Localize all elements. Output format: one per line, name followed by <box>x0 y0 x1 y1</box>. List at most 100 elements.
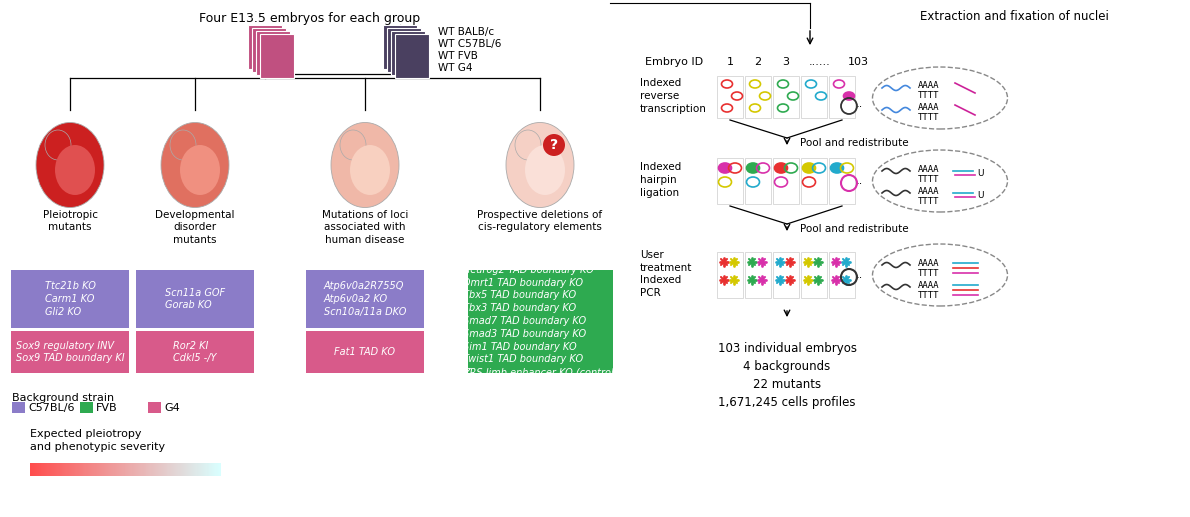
Bar <box>136 270 253 328</box>
Bar <box>306 331 424 373</box>
Ellipse shape <box>844 92 854 100</box>
Bar <box>96 463 98 476</box>
Bar <box>170 463 171 476</box>
Bar <box>155 463 157 476</box>
Bar <box>81 463 82 476</box>
Ellipse shape <box>525 145 565 195</box>
Text: TTTT: TTTT <box>917 114 939 123</box>
Bar <box>109 463 111 476</box>
Bar <box>144 463 146 476</box>
Bar <box>92 463 93 476</box>
Bar <box>104 463 105 476</box>
Text: Developmental
disorder
mutants: Developmental disorder mutants <box>155 210 234 245</box>
Text: WT C57BL/6: WT C57BL/6 <box>438 39 501 49</box>
Bar <box>71 463 73 476</box>
Bar <box>212 463 214 476</box>
Bar <box>217 463 219 476</box>
Bar <box>67 463 68 476</box>
Bar <box>187 463 188 476</box>
Bar <box>138 463 139 476</box>
Bar <box>52 463 54 476</box>
Ellipse shape <box>45 130 71 160</box>
Ellipse shape <box>872 150 1008 212</box>
Bar <box>133 463 134 476</box>
Text: ?: ? <box>550 138 558 152</box>
Bar <box>105 463 106 476</box>
Bar <box>80 463 81 476</box>
Bar <box>82 463 83 476</box>
Bar <box>174 463 176 476</box>
Bar <box>84 463 86 476</box>
Bar <box>774 76 798 118</box>
Bar <box>150 463 151 476</box>
Bar <box>148 463 149 476</box>
Bar <box>171 463 173 476</box>
Text: Extraction and fixation of nuclei: Extraction and fixation of nuclei <box>920 10 1109 23</box>
Ellipse shape <box>180 145 220 195</box>
Text: Sox9 regulatory INV
Sox9 TAD boundary KI: Sox9 regulatory INV Sox9 TAD boundary KI <box>15 341 124 363</box>
Bar <box>146 463 148 476</box>
Bar <box>125 463 126 476</box>
Bar <box>167 463 168 476</box>
Bar <box>144 463 145 476</box>
Bar <box>68 463 69 476</box>
Bar <box>182 463 183 476</box>
Ellipse shape <box>775 163 788 173</box>
Bar <box>118 463 119 476</box>
Text: AAAA: AAAA <box>917 164 939 174</box>
Bar <box>107 463 108 476</box>
Bar <box>11 331 129 373</box>
Bar <box>132 463 133 476</box>
Bar <box>40 463 42 476</box>
Bar <box>102 463 104 476</box>
Ellipse shape <box>36 123 104 207</box>
Bar <box>207 463 209 476</box>
Bar <box>190 463 192 476</box>
Bar <box>73 463 74 476</box>
Bar <box>69 463 70 476</box>
Text: FVB: FVB <box>96 403 118 413</box>
Text: TTTT: TTTT <box>917 291 939 299</box>
Bar <box>62 463 63 476</box>
Bar <box>202 463 203 476</box>
Bar <box>49 463 50 476</box>
Bar <box>201 463 202 476</box>
Bar <box>213 463 214 476</box>
Bar <box>115 463 117 476</box>
Bar <box>154 463 155 476</box>
Bar <box>48 463 50 476</box>
Bar <box>774 158 798 204</box>
Text: 1: 1 <box>727 57 733 67</box>
Bar <box>159 463 161 476</box>
Bar <box>106 463 108 476</box>
Bar <box>111 463 113 476</box>
Text: Pleiotropic
mutants: Pleiotropic mutants <box>43 210 98 233</box>
Bar <box>214 463 215 476</box>
Bar <box>829 252 854 298</box>
Bar <box>165 463 167 476</box>
Text: TTTT: TTTT <box>917 92 939 100</box>
Bar <box>829 158 854 204</box>
Bar <box>248 25 282 69</box>
Bar <box>115 463 118 476</box>
Text: Background strain: Background strain <box>12 393 114 403</box>
Bar <box>36 463 37 476</box>
Bar <box>30 463 31 476</box>
Text: AAAA: AAAA <box>917 187 939 195</box>
Bar <box>32 463 33 476</box>
Bar <box>101 463 102 476</box>
Bar <box>151 463 152 476</box>
Bar <box>136 331 253 373</box>
Bar <box>149 463 150 476</box>
Bar <box>38 463 40 476</box>
Bar <box>150 463 152 476</box>
Bar <box>200 463 201 476</box>
Bar <box>148 402 161 413</box>
Bar <box>100 463 101 476</box>
Bar <box>169 463 170 476</box>
Bar <box>56 463 57 476</box>
Bar <box>196 463 198 476</box>
Bar <box>134 463 137 476</box>
Bar <box>218 463 219 476</box>
Bar <box>208 463 209 476</box>
